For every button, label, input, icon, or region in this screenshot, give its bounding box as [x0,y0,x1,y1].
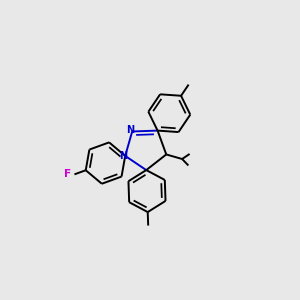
Text: F: F [64,169,71,179]
Text: N: N [119,152,127,161]
Text: N: N [126,125,134,135]
